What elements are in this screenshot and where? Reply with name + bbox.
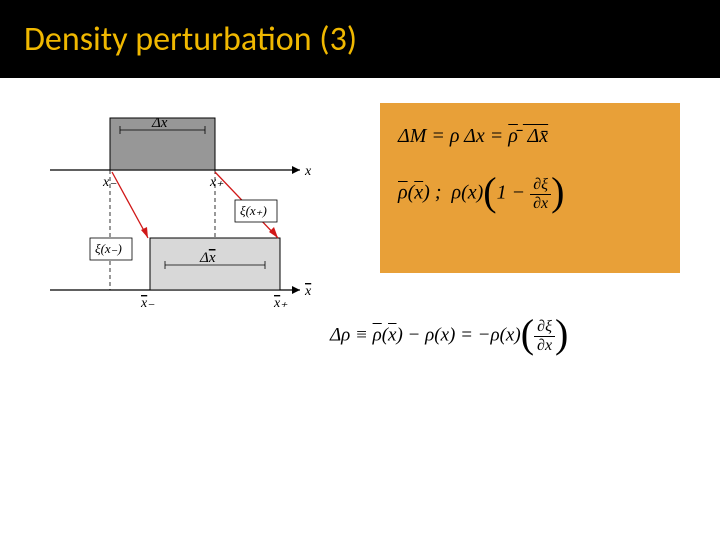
eq2-oneminus: 1 − — [497, 182, 531, 204]
title-bar: Density perturbation (3) — [0, 0, 720, 78]
eq1-rhobar: ρ̄ — [508, 125, 518, 147]
axis-xbar-label: x — [304, 284, 312, 299]
x-minus-label: x₋ — [102, 175, 117, 190]
delta-xbar-label: Δx — [199, 250, 216, 266]
x-plus-label: x₊ — [209, 175, 224, 190]
displacement-diagram: Δx Δx ξ(x₋) ξ(x₊) x₋ x₊ x x₋ x₊ x — [40, 108, 320, 328]
eq1-dxbar: Δx̄ — [523, 125, 548, 147]
eq-delta-rho: Δρ ≡ ρ(x) − ρ(x) = −ρ(x)(∂ξ∂x) — [330, 318, 700, 354]
eq3-den: ∂x — [534, 337, 555, 355]
xbar-plus-label: x₊ — [273, 296, 288, 311]
xbar-minus-label: x₋ — [140, 296, 155, 311]
content-area: Δx Δx ξ(x₋) ξ(x₊) x₋ x₊ x x₋ x₊ x ΔM = ρ… — [0, 78, 720, 540]
delta-x-label: Δx — [151, 115, 168, 131]
eq-rho-expansion: ρ(x) ; ρ(x)(1 − ∂ξ∂x) — [398, 176, 662, 212]
equation-box: ΔM = ρ Δx = ρ̄ Δx̄ ρ(x) ; ρ(x)(1 − ∂ξ∂x) — [380, 103, 680, 273]
eq1-rho: ρ — [450, 125, 460, 147]
page-title: Density perturbation (3) — [24, 19, 357, 60]
axis-x-label: x — [304, 164, 312, 179]
eq1-dm: ΔM — [398, 125, 426, 147]
eq2-den: ∂x — [530, 195, 551, 213]
eq2-num: ∂ξ — [530, 176, 551, 195]
xi-plus-label: ξ(x₊) — [240, 203, 267, 218]
eq1-eq1: = — [426, 125, 450, 147]
xi-minus-label: ξ(x₋) — [95, 241, 122, 256]
eq-mass-conservation: ΔM = ρ Δx = ρ̄ Δx̄ — [398, 125, 662, 148]
eq1-dx: Δx = — [460, 125, 509, 147]
eq3-num: ∂ξ — [534, 318, 555, 337]
